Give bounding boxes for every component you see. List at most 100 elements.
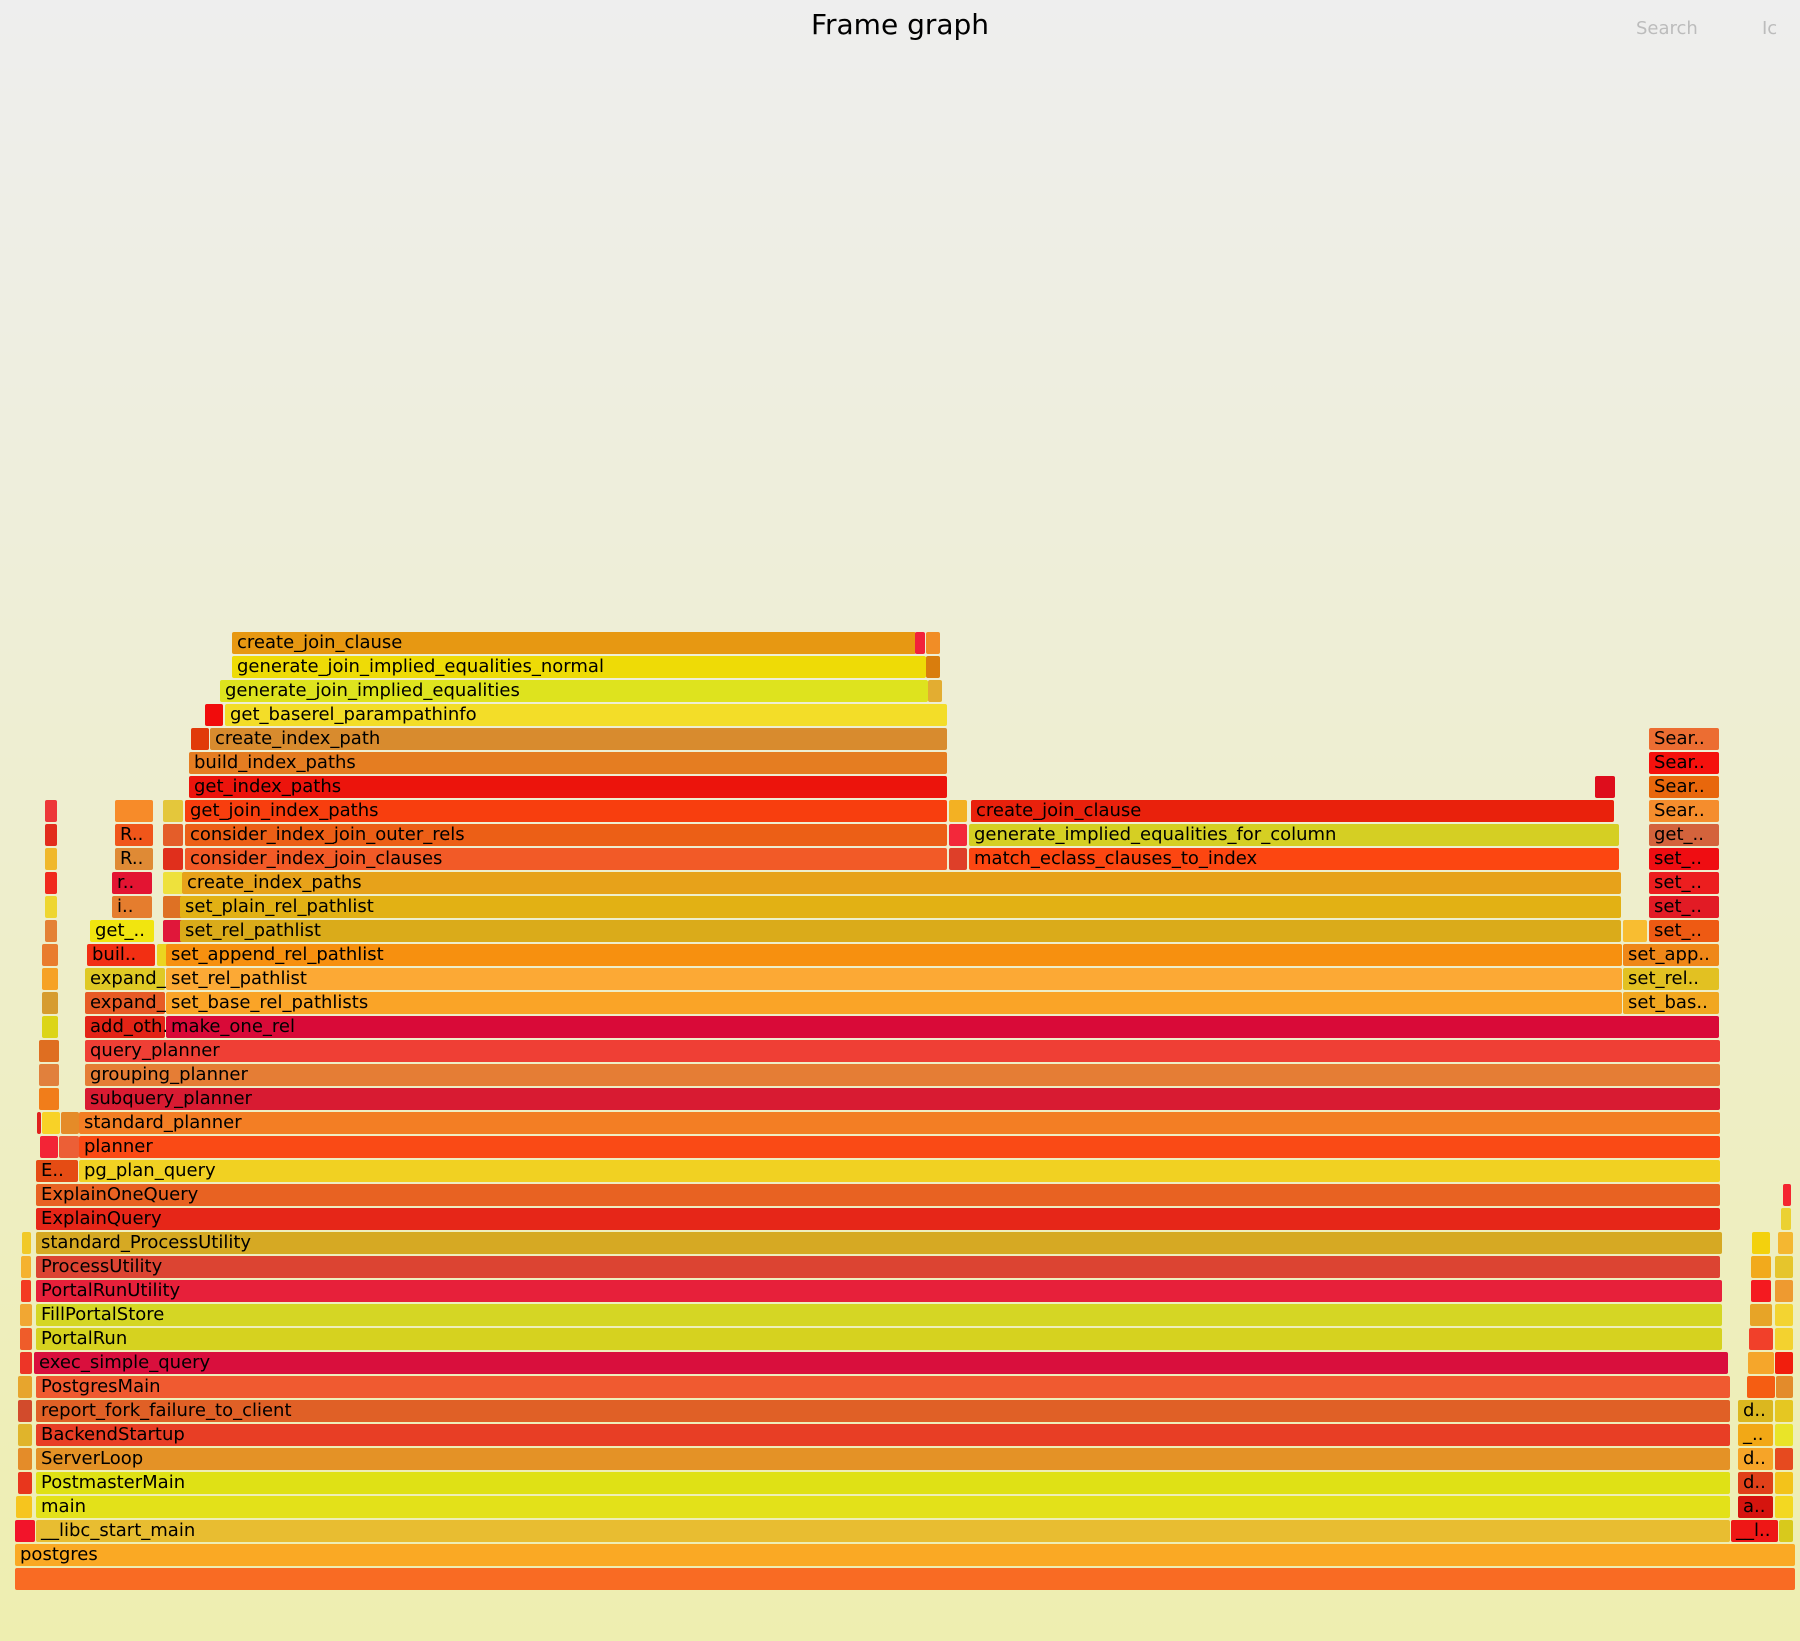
flame-frame[interactable] <box>39 1064 59 1086</box>
frame-rect[interactable] <box>1750 1304 1772 1326</box>
flame-frame[interactable] <box>1750 1304 1772 1326</box>
frame-rect[interactable] <box>42 968 58 990</box>
frame-rect[interactable] <box>1623 992 1719 1014</box>
frame-rect[interactable] <box>79 1136 1720 1158</box>
frame-rect[interactable] <box>87 944 155 966</box>
flame-frame[interactable] <box>163 872 183 894</box>
frame-rect[interactable] <box>1649 872 1719 894</box>
flame-frame[interactable]: add_oth.. <box>85 1016 174 1038</box>
frame-rect[interactable] <box>115 824 153 846</box>
flame-frame[interactable]: d.. <box>1738 1472 1773 1494</box>
flame-frame[interactable] <box>1781 1208 1791 1230</box>
frame-rect[interactable] <box>115 848 153 870</box>
flame-frame[interactable] <box>1775 1280 1793 1302</box>
flame-frame[interactable] <box>205 704 223 726</box>
flame-frame[interactable] <box>39 1088 59 1110</box>
frame-rect[interactable] <box>166 1016 1719 1038</box>
flame-frame[interactable]: r.. <box>112 872 152 894</box>
flame-frame[interactable] <box>1779 1520 1793 1542</box>
frame-rect[interactable] <box>1738 1400 1773 1422</box>
flame-frame[interactable]: ProcessUtility <box>36 1256 1720 1278</box>
frame-rect[interactable] <box>971 800 1614 822</box>
flame-frame[interactable]: FillPortalStore <box>36 1304 1722 1326</box>
frame-rect[interactable] <box>18 1448 32 1470</box>
flame-frame[interactable]: Sear.. <box>1649 800 1719 822</box>
flame-frame[interactable] <box>949 824 967 846</box>
frame-rect[interactable] <box>191 728 209 750</box>
frame-rect[interactable] <box>42 1112 60 1134</box>
flame-frame[interactable]: ServerLoop <box>36 1448 1730 1470</box>
frame-rect[interactable] <box>36 1496 1730 1518</box>
flame-frame[interactable] <box>37 1112 41 1134</box>
frame-rect[interactable] <box>928 680 942 702</box>
flame-frame[interactable] <box>45 920 57 942</box>
flame-frame[interactable] <box>1775 1424 1793 1446</box>
flame-frame[interactable]: main <box>36 1496 1730 1518</box>
frame-rect[interactable] <box>949 800 967 822</box>
flame-frame[interactable]: Sear.. <box>1649 752 1719 774</box>
flame-frame[interactable] <box>45 896 57 918</box>
flame-frame[interactable] <box>20 1328 32 1350</box>
flame-frame[interactable] <box>40 1136 58 1158</box>
flame-frame[interactable]: standard_ProcessUtility <box>36 1232 1722 1254</box>
frame-rect[interactable] <box>45 800 57 822</box>
flame-frame[interactable] <box>18 1400 32 1422</box>
flame-frame[interactable] <box>1775 1328 1793 1350</box>
flame-frame[interactable] <box>163 896 183 918</box>
flame-frame[interactable]: build_index_paths <box>189 752 947 774</box>
flame-frame[interactable]: subquery_planner <box>85 1088 1720 1110</box>
frame-rect[interactable] <box>210 728 947 750</box>
flame-frame[interactable]: standard_planner <box>79 1112 1720 1134</box>
flame-frame[interactable] <box>42 992 58 1014</box>
frame-rect[interactable] <box>36 1208 1720 1230</box>
frame-rect[interactable] <box>1738 1496 1773 1518</box>
frame-rect[interactable] <box>85 1088 1720 1110</box>
flame-frame[interactable] <box>926 632 940 654</box>
flame-frame[interactable] <box>1783 1184 1791 1206</box>
flame-frame[interactable]: set_base_rel_pathlists <box>166 992 1622 1014</box>
frame-rect[interactable] <box>36 1280 1722 1302</box>
flame-frame[interactable]: match_eclass_clauses_to_index <box>969 848 1619 870</box>
frame-rect[interactable] <box>1649 752 1719 774</box>
frame-rect[interactable] <box>1775 1304 1793 1326</box>
frame-rect[interactable] <box>1781 1208 1791 1230</box>
search-button[interactable]: Search <box>1636 18 1698 39</box>
flame-frame[interactable]: get_baserel_parampathinfo <box>225 704 947 726</box>
flame-frame[interactable] <box>42 1112 60 1134</box>
flame-frame[interactable]: consider_index_join_clauses <box>185 848 947 870</box>
flame-frame[interactable] <box>18 1448 32 1470</box>
frame-rect[interactable] <box>163 824 183 846</box>
flame-frame[interactable]: set_.. <box>1649 896 1719 918</box>
frame-rect[interactable] <box>1623 920 1647 942</box>
flame-frame[interactable]: PostgresMain <box>36 1376 1730 1398</box>
flame-frame[interactable] <box>22 1232 31 1254</box>
frame-rect[interactable] <box>166 992 1622 1014</box>
frame-rect[interactable] <box>163 800 183 822</box>
frame-rect[interactable] <box>1623 968 1719 990</box>
flame-frame[interactable]: ExplainOneQuery <box>36 1184 1720 1206</box>
frame-rect[interactable] <box>90 920 154 942</box>
flame-frame[interactable] <box>926 656 940 678</box>
flame-frame[interactable] <box>1749 1328 1773 1350</box>
frame-rect[interactable] <box>915 632 925 654</box>
frame-rect[interactable] <box>45 824 57 846</box>
frame-rect[interactable] <box>1649 824 1719 846</box>
flame-frame[interactable]: expand_.. <box>85 992 177 1014</box>
frame-rect[interactable] <box>45 848 57 870</box>
frame-rect[interactable] <box>163 848 183 870</box>
frame-rect[interactable] <box>1649 896 1719 918</box>
flame-frame[interactable] <box>949 848 967 870</box>
frame-rect[interactable] <box>1748 1352 1774 1374</box>
flame-frame[interactable] <box>1775 1472 1793 1494</box>
frame-rect[interactable] <box>85 968 165 990</box>
flame-frame[interactable] <box>16 1496 32 1518</box>
frame-rect[interactable] <box>1751 1256 1771 1278</box>
frame-rect[interactable] <box>85 1040 1720 1062</box>
frame-rect[interactable] <box>18 1400 32 1422</box>
flame-frame[interactable]: expand_.. <box>85 968 177 990</box>
flame-frame[interactable] <box>45 872 57 894</box>
frame-rect[interactable] <box>163 872 183 894</box>
frame-rect[interactable] <box>1778 1232 1793 1254</box>
frame-rect[interactable] <box>18 1424 32 1446</box>
frame-rect[interactable] <box>39 1088 59 1110</box>
